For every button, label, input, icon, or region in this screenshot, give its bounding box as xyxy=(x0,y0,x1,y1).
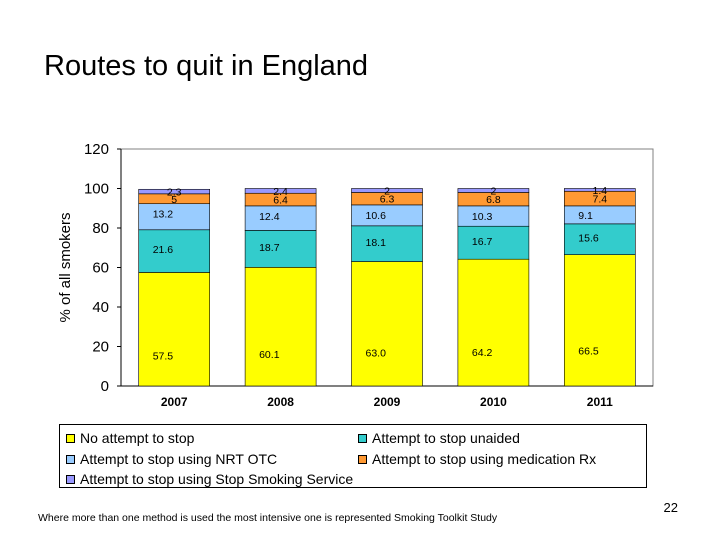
bar-value-label: 10.3 xyxy=(472,211,493,223)
y-axis-label: % of all smokers xyxy=(57,212,74,322)
bar-value-label: 7.4 xyxy=(592,194,607,206)
bar-segment xyxy=(563,188,636,192)
bar-segment xyxy=(351,261,423,387)
bar-value-label: 13.2 xyxy=(153,209,174,221)
y-tick-label: 40 xyxy=(92,299,109,316)
legend-label: Attempt to stop unaided xyxy=(372,430,520,446)
bar-segment xyxy=(244,267,317,387)
bar-segment xyxy=(244,188,317,194)
legend-item-stop-smoking-service: Attempt to stop using Stop Smoking Servi… xyxy=(66,471,353,487)
bar-value-label: 10.6 xyxy=(366,210,387,222)
bar-segment xyxy=(138,272,210,387)
bar-value-label: 5 xyxy=(171,194,177,206)
legend-swatch xyxy=(66,454,75,464)
bar-value-label: 12.4 xyxy=(259,211,280,223)
bar-value-label: 18.1 xyxy=(366,237,387,249)
bar-segment xyxy=(457,225,530,260)
bar-segment xyxy=(138,203,210,231)
legend-item-no-attempt: No attempt to stop xyxy=(66,430,194,446)
bar-value-label: 9.1 xyxy=(578,210,593,222)
legend-label: Attempt to stop using Stop Smoking Servi… xyxy=(80,471,354,487)
y-tick-label: 80 xyxy=(92,220,109,237)
page-number: 22 xyxy=(663,500,678,515)
bar-segment xyxy=(244,205,317,231)
bar-value-label: 16.7 xyxy=(472,236,493,248)
bar-segment xyxy=(457,258,530,387)
legend-item-medication-rx: Attempt to stop using medication Rx xyxy=(358,451,596,467)
bar-segment xyxy=(351,188,423,193)
y-tick-label: 100 xyxy=(84,181,109,198)
legend-item-unaided: Attempt to stop unaided xyxy=(358,430,520,446)
y-tick-label: 120 xyxy=(84,141,109,158)
legend-swatch xyxy=(358,433,367,443)
bar-value-label: 15.6 xyxy=(578,233,599,245)
legend-label: Attempt to stop using NRT OTC xyxy=(80,451,278,467)
bar-value-label: 1.4 xyxy=(592,185,607,197)
bar-value-label: 6.3 xyxy=(380,194,395,206)
bar-value-label: 60.1 xyxy=(259,349,280,361)
bar-segment xyxy=(563,223,636,255)
y-tick-label: 20 xyxy=(92,339,109,356)
bar-segment xyxy=(351,204,423,227)
bar-segment xyxy=(457,188,530,193)
legend-swatch xyxy=(358,454,367,464)
bar-value-label: 63.0 xyxy=(366,347,387,359)
bar-value-label: 21.6 xyxy=(153,244,174,256)
legend-label: Attempt to stop using medication Rx xyxy=(372,451,597,467)
chart-legend: No attempt to stop Attempt to stop unaid… xyxy=(59,424,647,488)
bar-segment xyxy=(563,254,636,387)
bar-segment xyxy=(138,188,210,195)
x-tick-label: 2007 xyxy=(161,395,188,409)
bar-value-label: 2.3 xyxy=(167,187,182,199)
legend-item-nrt-otc: Attempt to stop using NRT OTC xyxy=(66,451,277,467)
bar-segment xyxy=(138,229,210,273)
bar-value-label: 6.8 xyxy=(486,194,501,206)
footnote: Where more than one method is used the m… xyxy=(38,512,498,524)
bar-value-label: 2.4 xyxy=(273,186,288,198)
x-tick-label: 2008 xyxy=(267,395,294,409)
bar-value-label: 2 xyxy=(384,185,390,197)
x-tick-label: 2011 xyxy=(587,395,613,409)
bar-value-label: 57.5 xyxy=(153,350,174,362)
bar-value-label: 18.7 xyxy=(259,242,280,254)
y-tick-label: 60 xyxy=(92,260,109,277)
bar-value-label: 6.4 xyxy=(273,195,288,207)
legend-label: No attempt to stop xyxy=(80,430,195,446)
slide-title: Routes to quit in England xyxy=(44,50,369,82)
bar-value-label: 2 xyxy=(490,185,496,197)
bar-value-label: 64.2 xyxy=(472,347,493,359)
bar-segment xyxy=(563,205,636,225)
legend-swatch xyxy=(66,474,75,484)
bar-segment xyxy=(244,230,317,268)
bar-value-label: 66.5 xyxy=(578,346,599,358)
x-tick-label: 2010 xyxy=(480,395,507,409)
bar-segment xyxy=(457,205,530,227)
y-tick-label: 0 xyxy=(101,378,109,395)
bar-segment xyxy=(351,225,423,262)
x-tick-label: 2009 xyxy=(374,395,401,409)
legend-swatch xyxy=(66,433,75,443)
